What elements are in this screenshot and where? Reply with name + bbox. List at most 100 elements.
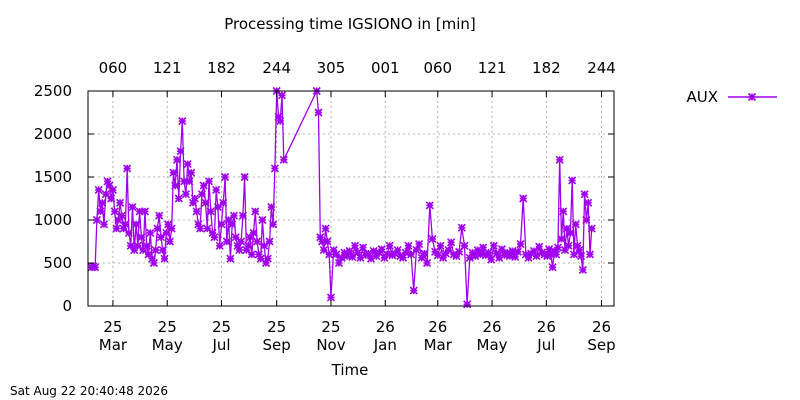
data-point (142, 241, 151, 250)
x-tick-label-year: 25 (212, 318, 231, 336)
data-point (196, 224, 205, 233)
data-point (190, 194, 199, 203)
data-point (121, 220, 130, 229)
data-point (476, 250, 485, 259)
data-point (412, 246, 421, 255)
chart-title: Processing time IGSIONO in [min] (224, 15, 476, 33)
data-point (369, 246, 378, 256)
data-point (508, 246, 517, 256)
data-point (180, 177, 189, 186)
data-point (131, 220, 141, 229)
data-point (140, 207, 150, 216)
data-point (220, 172, 230, 182)
data-point (256, 254, 265, 263)
data-point (439, 253, 448, 262)
data-point (149, 258, 158, 268)
data-point (544, 245, 554, 254)
data-point (457, 223, 466, 232)
data-point (428, 234, 437, 243)
data-point (332, 250, 341, 259)
data-point (244, 241, 253, 250)
data-point (326, 293, 336, 302)
data-point (245, 233, 255, 242)
data-point (559, 207, 568, 216)
data-point (261, 258, 271, 268)
series-aux (87, 86, 596, 309)
data-point (425, 201, 434, 210)
data-point (229, 211, 239, 220)
x-tick-label-year: 26 (537, 318, 556, 336)
data-point (197, 190, 206, 199)
data-point (564, 241, 573, 250)
data-point (587, 224, 596, 233)
y-tick-label: 0 (62, 297, 72, 315)
data-point (471, 252, 480, 261)
data-point (251, 207, 260, 216)
data-point (277, 91, 287, 100)
x2-tick-label: 121 (153, 59, 182, 77)
x-tick-label-year: 25 (267, 318, 286, 336)
data-point (578, 265, 587, 274)
data-point (516, 240, 525, 249)
data-point (201, 198, 210, 207)
x2-tick-label: 244 (262, 59, 291, 77)
data-point (235, 246, 244, 255)
x-tick-label-year: 25 (103, 318, 122, 336)
data-point (484, 248, 493, 257)
data-point (206, 207, 215, 216)
data-point (444, 246, 453, 255)
data-point (557, 234, 566, 243)
data-point (233, 241, 242, 250)
data-point (151, 246, 160, 255)
data-point (577, 252, 586, 261)
data-point (155, 211, 164, 220)
data-point (560, 246, 570, 255)
data-point (535, 242, 544, 251)
data-point (358, 243, 368, 252)
data-point (249, 228, 258, 237)
legend-label-aux: AUX (686, 88, 718, 106)
data-point (279, 155, 288, 164)
data-point (353, 248, 362, 257)
data-point (562, 224, 571, 233)
x2-tick-label: 182 (207, 59, 236, 77)
data-point (92, 215, 101, 225)
data-point (237, 237, 246, 246)
data-point (267, 203, 276, 212)
data-point (323, 237, 332, 246)
data-point (133, 241, 142, 250)
data-point (513, 247, 522, 256)
x-tick-label-month: Jul (211, 336, 230, 354)
data-point (269, 220, 278, 229)
legend-marker (747, 92, 757, 102)
y-tick-label: 1000 (34, 211, 72, 229)
data-point (463, 300, 472, 309)
data-point (407, 250, 416, 259)
data-point (110, 207, 119, 216)
data-point (543, 252, 552, 261)
data-point (263, 254, 272, 263)
data-point (455, 247, 464, 256)
x2-tick-label: 060 (423, 59, 452, 77)
data-point (153, 224, 162, 233)
data-point (529, 246, 538, 256)
legend-sample-aux (728, 92, 777, 102)
y-tick-label: 2000 (34, 125, 72, 143)
data-point (465, 253, 474, 262)
x-tick-label-year: 26 (592, 318, 611, 336)
data-point (552, 250, 561, 259)
data-point (460, 241, 469, 250)
data-point (181, 190, 190, 199)
data-point (495, 253, 504, 262)
legend: AUX (686, 88, 777, 106)
data-point (487, 255, 496, 264)
data-point (146, 228, 155, 237)
data-point (575, 246, 584, 255)
data-point (532, 252, 541, 261)
data-point (119, 224, 128, 233)
data-point (94, 185, 103, 194)
data-point (548, 263, 557, 272)
data-point (519, 194, 528, 203)
data-point (553, 243, 562, 252)
data-point (217, 220, 226, 229)
